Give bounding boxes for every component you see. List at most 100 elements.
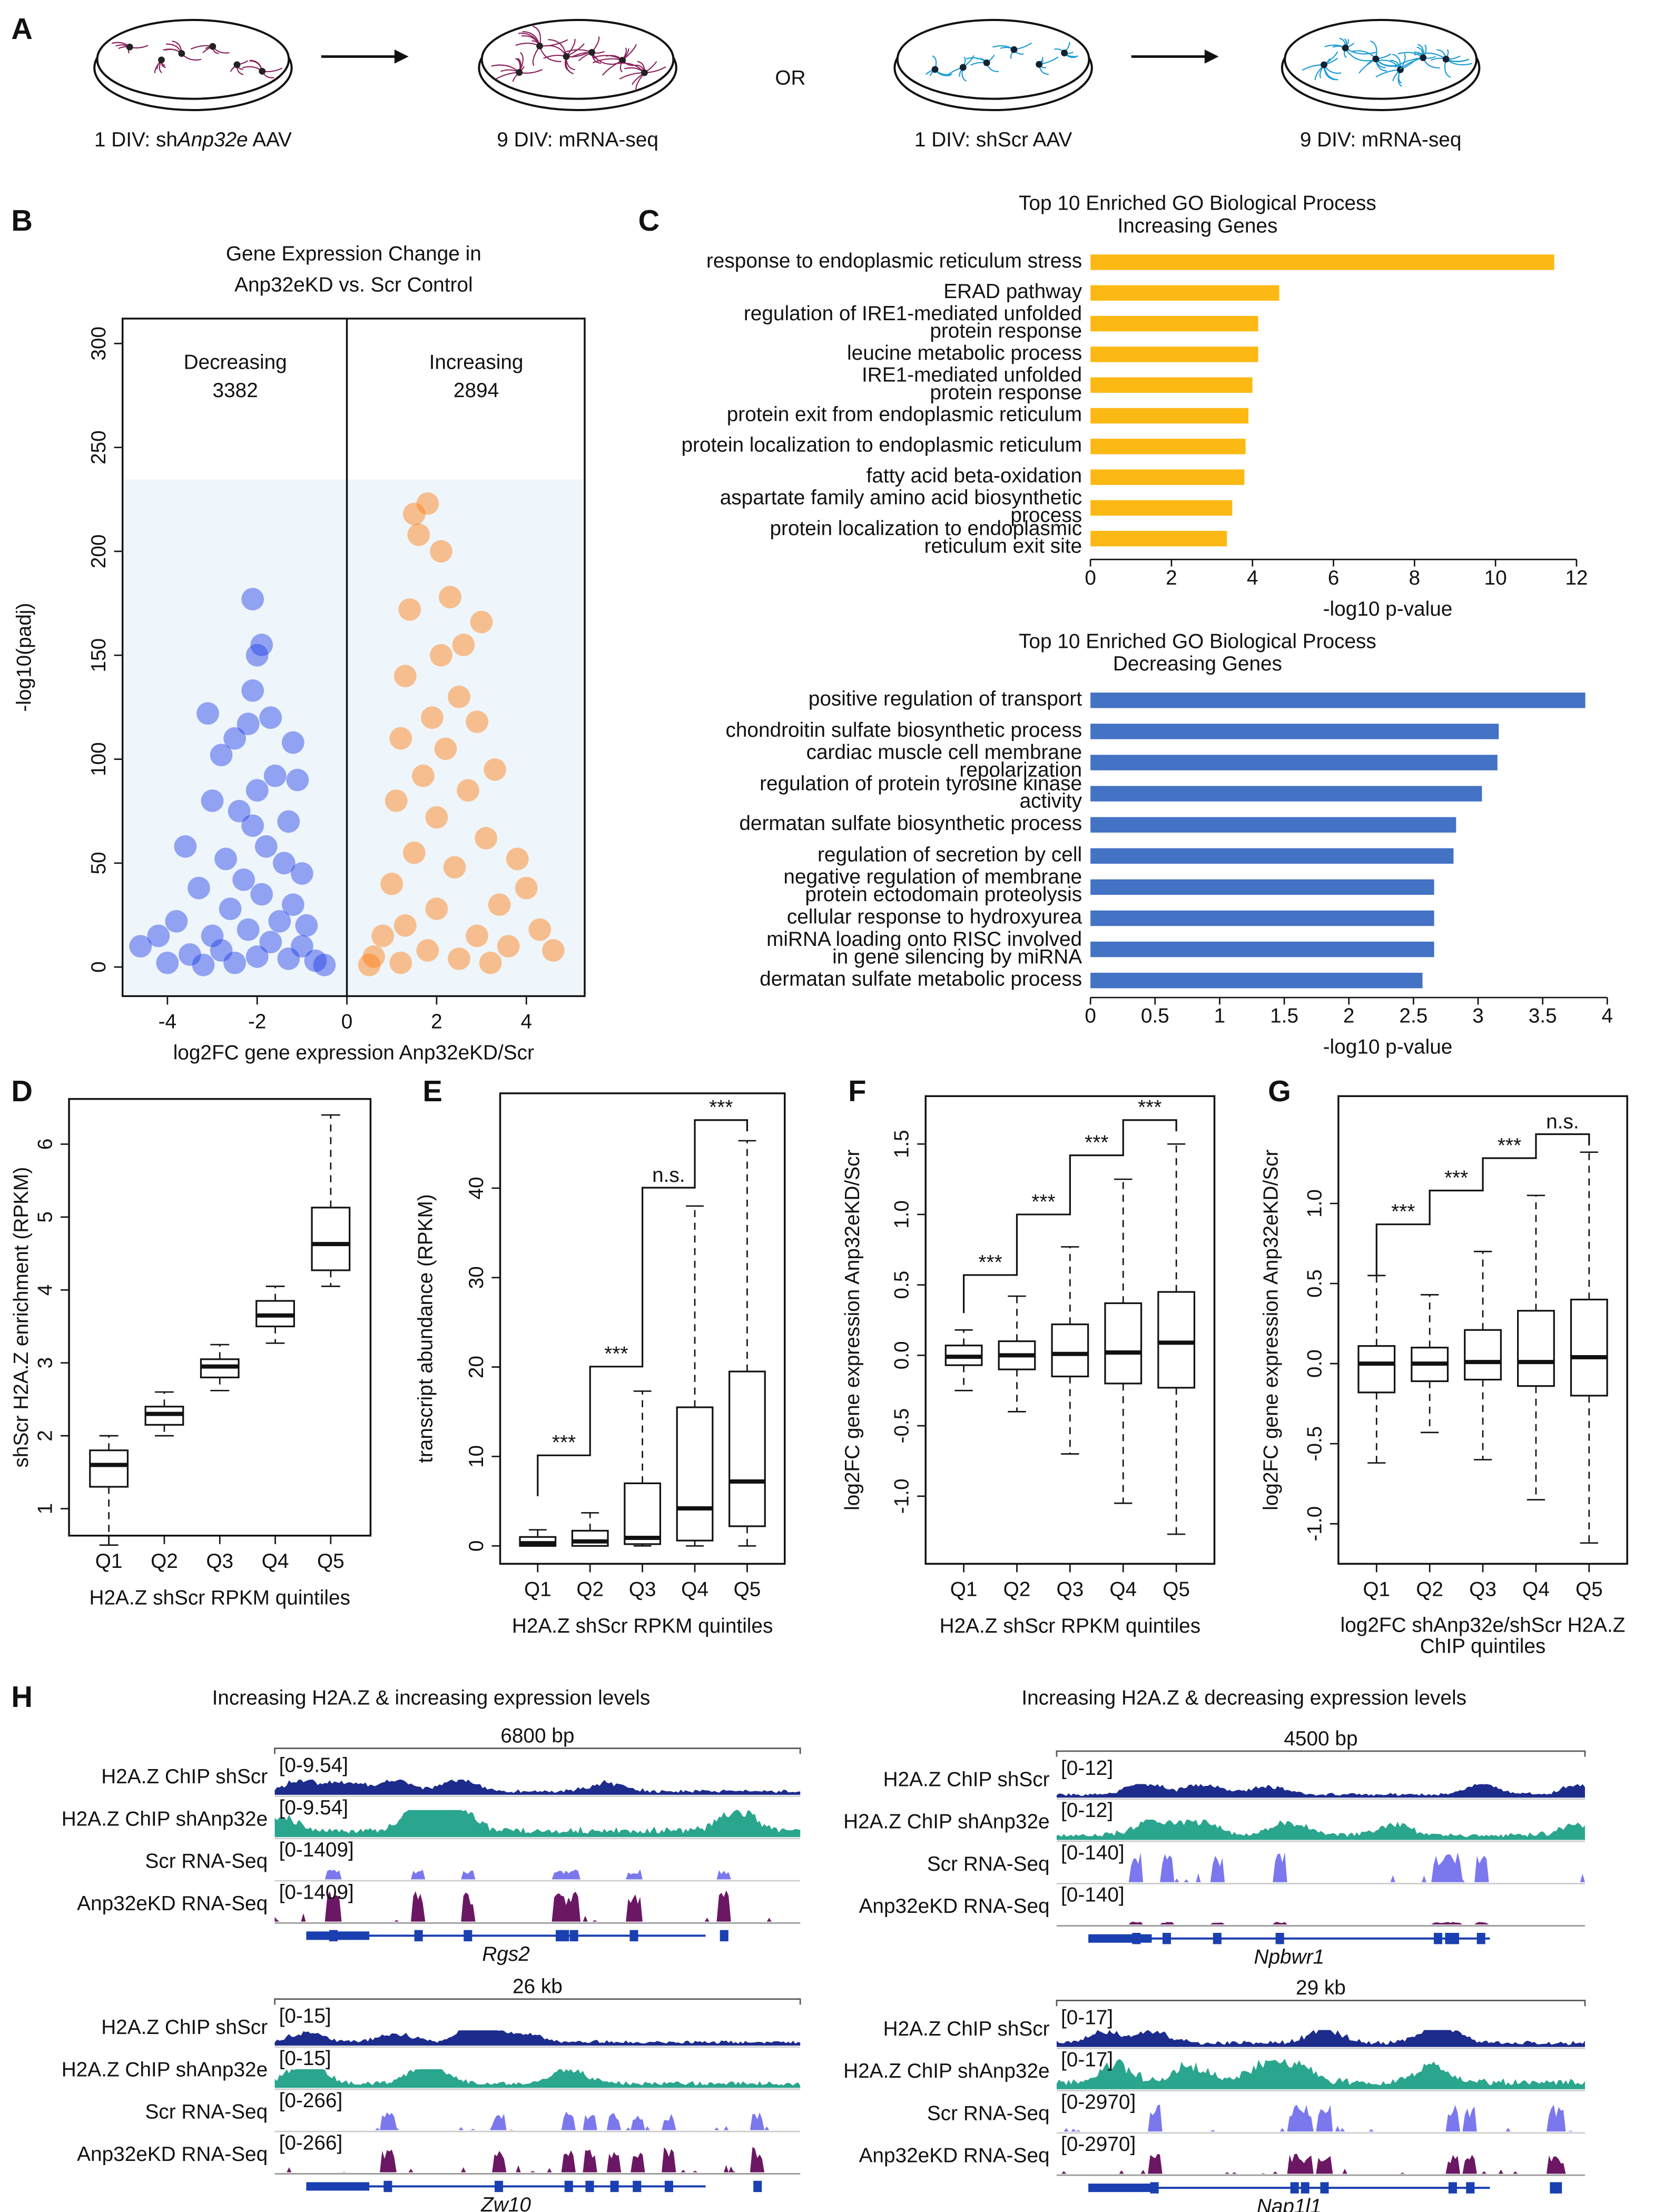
point: [385, 789, 408, 812]
x-axis-label: H2A.Z shScr RPKM quintiles: [89, 1586, 350, 1609]
point: [174, 835, 197, 858]
x-tick-label: Q2: [151, 1550, 178, 1573]
chart-title-line: Gene Expression Change in: [226, 243, 481, 265]
step-label: 1 DIV: shScr AAV: [914, 129, 1072, 151]
x-tick-label: 6: [1328, 567, 1340, 589]
track-range: [0-1409]: [279, 1839, 354, 1861]
box: [1464, 1329, 1502, 1381]
annotation: Decreasing: [184, 351, 287, 374]
exon: [1213, 1933, 1222, 1944]
exon: [1162, 1933, 1171, 1944]
bar: [1090, 408, 1249, 424]
coverage-track: [274, 2030, 801, 2046]
track-range: [0-9.54]: [279, 1754, 348, 1777]
step-label-part: 9 DIV: mRNA-seq: [1300, 129, 1462, 151]
point: [497, 935, 520, 958]
significance-label: ***: [1085, 1131, 1108, 1154]
bar: [1090, 439, 1246, 455]
track-label: Anp32eKD RNA-Seq: [77, 1892, 268, 1915]
track-label: H2A.Z ChIP shAnp32e: [62, 2058, 268, 2081]
category-label: regulation of secretion by cell: [818, 844, 1082, 866]
y-axis-label: -log10(padj): [13, 603, 35, 712]
x-tick-label: 0: [1085, 1005, 1096, 1028]
point: [466, 924, 488, 947]
soma: [983, 59, 990, 66]
category-label: ERAD pathway: [943, 280, 1082, 303]
gene-name: Rgs2: [482, 1943, 530, 1966]
significance-label: ***: [604, 1343, 628, 1366]
bar: [1090, 941, 1434, 957]
coverage-track: [1056, 1852, 1585, 1882]
point: [165, 910, 188, 933]
x-tick-label: Q5: [734, 1578, 761, 1601]
exon: [464, 1930, 472, 1942]
significance-label: ***: [552, 1431, 576, 1454]
x-tick-label: Q3: [1469, 1578, 1497, 1601]
category-label-line: dermatan sulfate metabolic process: [760, 968, 1082, 991]
category-label-line: protein response: [930, 320, 1082, 342]
coverage-track: [1056, 2154, 1585, 2174]
coverage-track: [1056, 1921, 1585, 1924]
box: [89, 1449, 129, 1488]
point: [228, 799, 251, 823]
x-tick-label: 0.5: [1141, 1005, 1169, 1028]
category-label-line: fatty acid beta-oxidation: [867, 465, 1082, 487]
point: [241, 679, 264, 702]
track-label: H2A.Z ChIP shScr: [101, 1765, 268, 1788]
exon: [1275, 1933, 1284, 1944]
exon: [629, 1930, 638, 1942]
point: [484, 758, 507, 781]
point: [214, 847, 237, 871]
track-label: Anp32eKD RNA-Seq: [77, 2143, 268, 2166]
point: [245, 779, 269, 802]
significance-label: ***: [1138, 1097, 1161, 1119]
category-label: fatty acid beta-oxidation: [867, 465, 1082, 487]
point: [393, 914, 417, 937]
category-label-line: cardiac muscle cell membrane: [806, 741, 1082, 764]
x-tick-label: Q5: [317, 1550, 344, 1573]
scale-bar: [274, 1747, 801, 1754]
track-label: Scr RNA-Seq: [145, 2101, 268, 2124]
y-tick-label: -0.5: [1303, 1426, 1326, 1461]
category-label-line: protein localization to endoplasmic: [770, 517, 1082, 540]
exon: [753, 2180, 762, 2193]
point: [313, 953, 336, 976]
point: [398, 598, 421, 621]
coverage-track: [1056, 2059, 1585, 2089]
exon: [1290, 2182, 1299, 2194]
exon: [633, 2180, 642, 2193]
category-label: cellular response to hydroxyurea: [787, 906, 1082, 929]
panel-label: D: [11, 1074, 33, 1108]
category-label-line: response to endoplasmic reticulum stress: [706, 250, 1082, 272]
track-range: [0-9.54]: [279, 1796, 348, 1819]
neurons: [111, 41, 283, 78]
bar: [1090, 879, 1434, 895]
scale-label: 6800 bp: [500, 1724, 574, 1747]
point: [281, 893, 304, 916]
point: [254, 835, 278, 858]
x-axis-label: -log10 p-value: [1323, 598, 1453, 620]
x-tick-label: Q3: [206, 1550, 233, 1573]
point: [439, 586, 461, 609]
point: [506, 847, 529, 871]
coverage-track: [274, 1810, 801, 1838]
point: [277, 947, 300, 970]
point: [156, 951, 179, 974]
bar: [1090, 910, 1434, 926]
point: [470, 610, 493, 634]
soma: [641, 69, 648, 76]
exon: [1553, 2182, 1562, 2194]
category-label: dermatan sulfate biosynthetic process: [739, 812, 1082, 835]
point: [237, 918, 260, 941]
y-tick-label: 1.5: [891, 1130, 913, 1158]
significance-label: ***: [709, 1097, 733, 1119]
category-label-line: activity: [1020, 790, 1082, 813]
exon: [1448, 2182, 1457, 2194]
chart-subtitle: Increasing Genes: [1118, 214, 1278, 237]
x-tick-label: Q2: [576, 1578, 604, 1601]
arrow-head: [394, 50, 409, 64]
coverage-track: [274, 1869, 801, 1880]
exon: [383, 2180, 392, 2193]
x-axis-label: H2A.Z shScr RPKM quintiles: [940, 1615, 1201, 1637]
bar: [1090, 500, 1233, 516]
